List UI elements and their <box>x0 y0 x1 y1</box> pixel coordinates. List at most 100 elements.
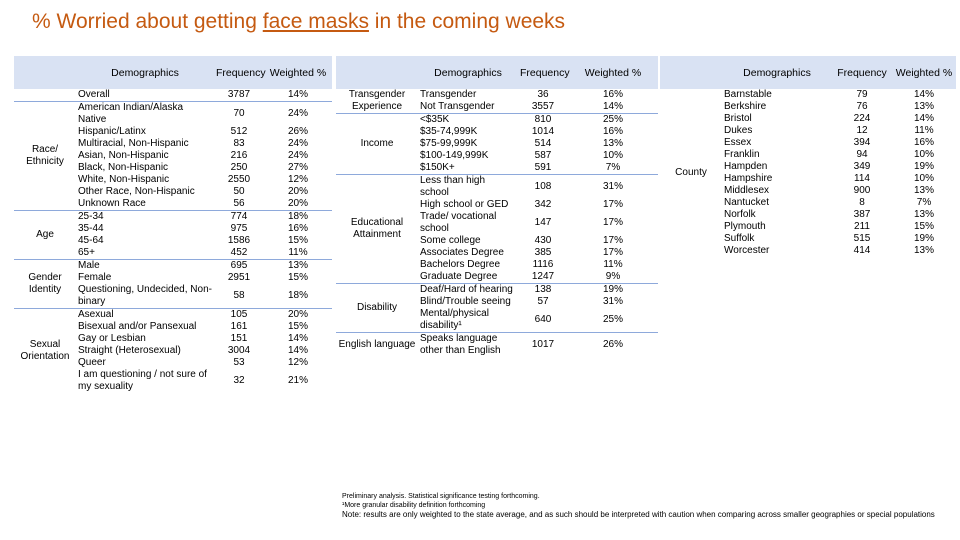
table-row: 45-64 1586 15% <box>14 235 332 247</box>
group-label: Age <box>14 210 76 260</box>
row-frequency: 387 <box>853 209 871 220</box>
row-frequency: 138 <box>518 283 568 296</box>
row-weighted-pct: 27% <box>287 162 308 173</box>
row-weighted-pct: 16% <box>287 223 308 234</box>
row-label: Unknown Race <box>78 198 146 209</box>
row-frequency: 1014 <box>531 126 555 137</box>
table-row: Sexual Orientation Asexual 105 20% <box>14 308 332 393</box>
row-label: Blind/Trouble seeing <box>420 296 511 307</box>
row-label: Bachelors Degree <box>420 259 501 270</box>
row-weighted-pct: 13% <box>602 138 623 149</box>
table-row: Blind/Trouble seeing 57 31% <box>336 296 658 308</box>
table-row: English language Speaks language other th… <box>336 332 658 357</box>
row-weighted-pct: 15% <box>287 321 308 332</box>
table-row: Unknown Race 56 20% <box>14 198 332 211</box>
group-label: Income <box>336 113 418 175</box>
row-label: $75-99,999K <box>420 138 478 149</box>
row-label: Hispanic/Latinx <box>78 126 146 137</box>
row-weighted-pct: 15% <box>913 221 934 232</box>
table-row: 65+ 452 11% <box>14 247 332 260</box>
row-label: Deaf/Hard of hearing <box>418 283 518 296</box>
row-weighted-pct: 13% <box>913 101 934 112</box>
row-label: $150K+ <box>420 162 455 173</box>
row-weighted-pct: 16% <box>602 126 623 137</box>
row-weighted-pct: 11% <box>288 247 308 258</box>
row-frequency: 151 <box>230 333 248 344</box>
row-frequency: 394 <box>853 137 871 148</box>
row-frequency: 147 <box>534 217 552 228</box>
row-frequency: 32 <box>233 375 245 386</box>
row-frequency: 211 <box>854 221 870 232</box>
row-frequency: 3557 <box>531 101 555 112</box>
row-weighted-pct: 20% <box>287 186 308 197</box>
row-weighted-pct: 31% <box>568 174 658 199</box>
header-frequency: Frequency <box>214 56 266 89</box>
row-frequency: 76 <box>856 101 868 112</box>
row-weighted-pct: 24% <box>264 101 332 126</box>
table-row: Gender Identity Male 695 13% <box>14 259 332 309</box>
group-label: Race/ Ethnicity <box>14 101 76 211</box>
table-row: County Barnstable 79 14% <box>660 89 956 178</box>
row-frequency: 53 <box>233 357 245 368</box>
row-frequency: 342 <box>534 199 552 210</box>
row-frequency: 975 <box>230 223 248 234</box>
header-frequency: Frequency <box>832 56 892 89</box>
row-label: Worcester <box>724 245 770 256</box>
table-header: Demographics Frequency Weighted % <box>336 56 658 89</box>
table-row: Bachelors Degree 1116 11% <box>336 259 658 271</box>
table-row: 35-44 975 16% <box>14 223 332 235</box>
row-weighted-pct: 14% <box>913 89 934 100</box>
title-suffix: in the coming weeks <box>368 10 566 33</box>
table-row: Nantucket 8 7% <box>660 197 956 209</box>
row-weighted-pct: 18% <box>264 210 332 223</box>
row-frequency: 79 <box>856 89 868 100</box>
row-weighted-pct: 17% <box>602 235 623 246</box>
demographics-table-2: Demographics Frequency Weighted % Transg… <box>336 56 658 357</box>
row-label: Male <box>76 259 214 272</box>
row-label: Overall <box>78 89 110 100</box>
row-weighted-pct: 7% <box>916 197 932 208</box>
table-row: Middlesex 900 13% <box>660 185 956 197</box>
row-label: Plymouth <box>724 221 766 232</box>
header-weighted: Weighted % <box>264 56 332 89</box>
row-label: Female <box>78 272 112 283</box>
title-prefix: % Worried about getting <box>32 10 263 33</box>
row-label: Questioning, Undecided, Non-binary <box>78 284 212 307</box>
row-weighted-pct: 16% <box>913 137 934 148</box>
group-label: Disability <box>336 283 418 333</box>
table-row: Black, Non-Hispanic 250 27% <box>14 162 332 174</box>
row-weighted-pct: 13% <box>913 245 934 256</box>
group-label <box>14 89 76 102</box>
row-weighted-pct: 11% <box>914 125 934 136</box>
table-row: Suffolk 515 19% <box>660 233 956 245</box>
row-frequency: 161 <box>230 321 248 332</box>
row-label: High school or GED <box>420 199 509 210</box>
row-weighted-pct: 14% <box>287 333 308 344</box>
row-label: Graduate Degree <box>420 271 498 282</box>
table-row: Hampshire 114 10% <box>660 173 956 185</box>
row-weighted-pct: 15% <box>287 272 308 283</box>
row-weighted-pct: 25% <box>568 113 658 126</box>
row-frequency: 3787 <box>227 89 251 100</box>
table-row: High school or GED 342 17% <box>336 199 658 211</box>
table-row: Norfolk 387 13% <box>660 209 956 221</box>
row-frequency: 56 <box>233 198 245 209</box>
row-frequency: 114 <box>854 173 870 184</box>
row-label: Barnstable <box>724 89 772 100</box>
row-label: 65+ <box>78 247 95 258</box>
table-row: $75-99,999K 514 13% <box>336 138 658 150</box>
row-label: 25-34 <box>76 210 214 223</box>
table-row: Questioning, Undecided, Non-binary 58 18% <box>14 284 332 309</box>
row-frequency: 512 <box>230 126 248 137</box>
table-row: Hampden 349 19% <box>660 161 956 173</box>
row-frequency: 349 <box>853 161 871 172</box>
row-weighted-pct: 20% <box>264 308 332 321</box>
row-label: 45-64 <box>78 235 104 246</box>
row-frequency: 591 <box>534 162 552 173</box>
group-label: County <box>675 167 707 178</box>
row-weighted-pct: 14% <box>287 345 308 356</box>
row-weighted-pct: 31% <box>602 296 623 307</box>
row-label: Multiracial, Non-Hispanic <box>78 138 189 149</box>
table-row: Asian, Non-Hispanic 216 24% <box>14 150 332 162</box>
header-frequency: Frequency <box>518 56 570 89</box>
